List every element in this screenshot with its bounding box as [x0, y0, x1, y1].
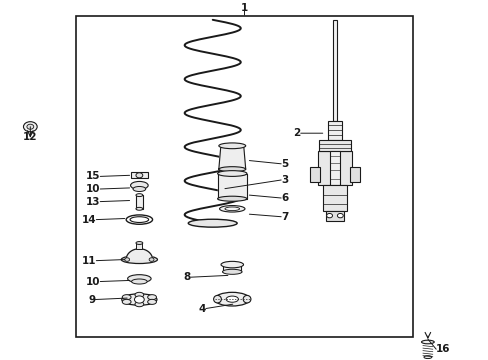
- Ellipse shape: [133, 186, 145, 192]
- Circle shape: [27, 124, 34, 129]
- Circle shape: [136, 173, 142, 178]
- Ellipse shape: [131, 279, 147, 284]
- Bar: [325, 211, 344, 221]
- Ellipse shape: [130, 181, 148, 189]
- Ellipse shape: [214, 292, 249, 306]
- Text: 10: 10: [85, 184, 100, 194]
- Ellipse shape: [224, 207, 239, 211]
- Circle shape: [337, 213, 343, 218]
- Bar: [136, 195, 142, 209]
- Ellipse shape: [135, 302, 143, 307]
- Ellipse shape: [130, 217, 148, 222]
- Bar: [332, 20, 337, 121]
- Text: 5: 5: [281, 159, 288, 169]
- Ellipse shape: [218, 167, 245, 172]
- Bar: [349, 167, 360, 182]
- Circle shape: [23, 122, 37, 132]
- Ellipse shape: [135, 292, 143, 297]
- Bar: [322, 185, 346, 211]
- Text: 15: 15: [85, 171, 100, 181]
- Text: 9: 9: [88, 294, 95, 305]
- Text: 1: 1: [241, 3, 247, 13]
- Polygon shape: [217, 174, 246, 199]
- Ellipse shape: [213, 296, 221, 303]
- Ellipse shape: [243, 296, 250, 303]
- Ellipse shape: [421, 340, 433, 344]
- Text: 11: 11: [81, 256, 96, 266]
- Polygon shape: [126, 249, 152, 260]
- Bar: [309, 167, 320, 182]
- Bar: [76, 16, 412, 337]
- Ellipse shape: [122, 294, 157, 305]
- Circle shape: [326, 213, 332, 218]
- Text: 12: 12: [23, 132, 38, 142]
- Bar: [329, 151, 340, 185]
- Circle shape: [134, 296, 144, 303]
- Ellipse shape: [127, 275, 151, 283]
- Bar: [327, 121, 341, 140]
- Text: 7: 7: [281, 212, 288, 222]
- Ellipse shape: [147, 294, 156, 300]
- Ellipse shape: [221, 261, 243, 268]
- Ellipse shape: [423, 356, 431, 359]
- Ellipse shape: [122, 300, 131, 305]
- Bar: [319, 140, 350, 151]
- Ellipse shape: [188, 219, 237, 227]
- Ellipse shape: [136, 194, 142, 197]
- Ellipse shape: [219, 206, 244, 212]
- Text: 4: 4: [198, 303, 205, 314]
- Text: 2: 2: [293, 128, 300, 138]
- Text: 8: 8: [183, 272, 190, 282]
- Ellipse shape: [136, 207, 142, 210]
- Ellipse shape: [225, 296, 238, 302]
- Bar: [223, 264, 241, 272]
- Ellipse shape: [136, 242, 142, 244]
- Circle shape: [149, 258, 154, 261]
- Polygon shape: [218, 146, 245, 169]
- Ellipse shape: [217, 196, 246, 201]
- Text: 10: 10: [85, 276, 100, 287]
- Text: 16: 16: [435, 344, 450, 354]
- Ellipse shape: [122, 294, 131, 300]
- Text: 6: 6: [281, 193, 288, 203]
- Ellipse shape: [147, 300, 156, 305]
- Bar: [318, 151, 351, 185]
- Circle shape: [124, 258, 129, 261]
- Text: 13: 13: [85, 197, 100, 207]
- Bar: [130, 172, 148, 178]
- Ellipse shape: [217, 171, 246, 176]
- Text: 14: 14: [81, 215, 96, 225]
- Ellipse shape: [121, 256, 157, 264]
- Ellipse shape: [222, 269, 242, 274]
- Bar: [136, 243, 142, 249]
- Ellipse shape: [218, 143, 245, 149]
- Text: 3: 3: [281, 175, 288, 185]
